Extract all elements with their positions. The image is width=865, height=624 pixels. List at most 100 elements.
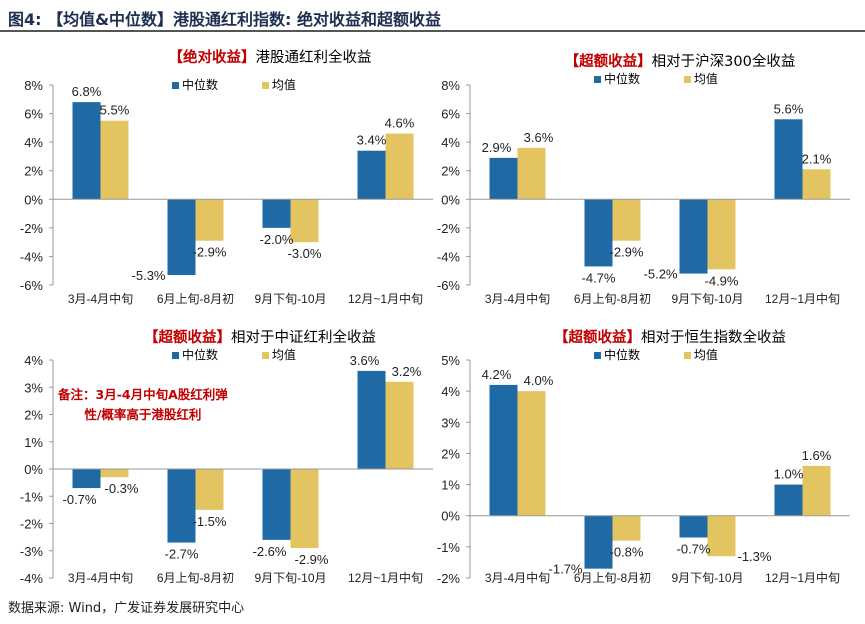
bar-median — [167, 469, 196, 543]
data-label-median: -2.0% — [260, 232, 294, 247]
y-tick-label: -2% — [20, 517, 44, 532]
data-label-mean: 2.1% — [802, 151, 832, 166]
x-tick-label: 9月下旬-10月 — [254, 292, 326, 306]
data-label-median: 1.0% — [774, 467, 804, 482]
data-label-mean: 4.6% — [385, 116, 415, 131]
data-label-mean: -0.3% — [105, 481, 139, 496]
source-note: 数据来源: Wind，广发证券发展研究中心 — [8, 601, 245, 616]
y-tick-label: 1% — [24, 435, 43, 450]
legend-label: 中位数 — [182, 78, 219, 92]
bar-mean — [612, 515, 641, 541]
y-tick-label: 6% — [441, 107, 460, 122]
data-label-median: -0.7% — [63, 492, 97, 507]
legend-4: 中位数 均值 — [594, 346, 758, 363]
y-tick-label: 3% — [24, 380, 43, 395]
legend-1: 中位数 均值 — [172, 76, 336, 93]
data-label-mean: -0.8% — [610, 545, 644, 560]
y-tick-label: 8% — [24, 78, 43, 93]
bar-mean — [195, 469, 224, 510]
data-label-mean: -1.3% — [738, 549, 772, 564]
y-tick-label: -1% — [20, 489, 44, 504]
data-label-mean: 5.5% — [100, 103, 130, 118]
y-tick-label: -4% — [20, 571, 44, 586]
bar-median — [774, 484, 803, 516]
x-tick-label: 12月~1月中旬 — [765, 291, 840, 306]
x-tick-label: 6月上旬-8月初 — [157, 292, 234, 306]
bar-median — [584, 515, 613, 569]
annotation-line: 性/概率高于港股红利 — [84, 407, 202, 422]
data-label-median: -5.2% — [644, 267, 678, 282]
bar-median — [489, 384, 518, 516]
bar-mean — [385, 133, 414, 200]
data-label-mean: -2.9% — [610, 245, 644, 260]
y-tick-label: 0% — [24, 462, 43, 477]
legend-swatch-mean — [683, 352, 691, 359]
x-tick-label: 6月上旬-8月初 — [157, 571, 234, 585]
data-label-median: 4.2% — [482, 367, 512, 382]
y-tick-label: -6% — [437, 278, 461, 293]
bar-median — [679, 515, 708, 538]
bar-mean — [100, 120, 129, 200]
y-tick-label: -4% — [20, 249, 44, 264]
data-label-median: -0.7% — [677, 542, 711, 557]
bar-mean — [195, 199, 224, 241]
data-label-median: -2.7% — [165, 547, 199, 562]
title-divider — [0, 30, 865, 32]
legend-label: 均值 — [693, 348, 718, 362]
figure-title: 图4: 【均值&中位数】港股通红利指数: 绝对收益和超额收益 — [8, 10, 442, 29]
chart-title-text: 相对于中证红利全收益 — [231, 330, 376, 346]
y-tick-label: -2% — [20, 221, 44, 236]
bar-median — [679, 199, 708, 274]
data-label-mean: 3.6% — [524, 130, 554, 145]
y-tick-label: 2% — [24, 408, 43, 423]
y-tick-label: 4% — [441, 135, 460, 150]
bar-mean — [385, 381, 414, 469]
data-label-mean: 3.2% — [392, 364, 422, 379]
bar-median — [72, 102, 101, 200]
bar-median — [167, 199, 196, 275]
chart-title-text: 相对于恒生指数全收益 — [641, 330, 786, 346]
bar-mean — [802, 169, 831, 200]
bar-median — [72, 469, 101, 489]
legend-label: 均值 — [271, 348, 296, 362]
y-tick-label: 4% — [441, 384, 460, 399]
bar-mean — [290, 199, 319, 243]
bar-mean — [517, 391, 546, 516]
x-tick-label: 12月~1月中旬 — [765, 570, 840, 585]
legend-label: 均值 — [271, 78, 296, 92]
bar-mean — [517, 147, 546, 200]
legend-swatch-median — [594, 352, 601, 359]
bar-mean — [290, 469, 319, 549]
y-tick-label: 2% — [441, 164, 460, 179]
x-tick-label: 6月上旬-8月初 — [574, 292, 651, 306]
x-tick-label: 3月-4月中旬 — [485, 570, 550, 585]
x-tick-label: 3月-4月中旬 — [68, 291, 133, 306]
data-label-median: 2.9% — [482, 140, 512, 155]
y-tick-label: 4% — [24, 135, 43, 150]
x-tick-label: 12月~1月中旬 — [348, 291, 423, 306]
bar-median — [357, 150, 386, 200]
y-tick-label: 8% — [441, 78, 460, 93]
x-tick-label: 6月上旬-8月初 — [574, 571, 651, 585]
legend-label: 中位数 — [604, 72, 641, 86]
chart-title-bracket: 【超额收益】 — [564, 54, 652, 70]
chart-title-2: 【超额收益】相对于沪深300全收益 — [565, 50, 796, 71]
data-label-mean: -2.9% — [193, 245, 227, 260]
data-label-median: 5.6% — [774, 101, 804, 116]
x-tick-label: 12月~1月中旬 — [348, 570, 423, 585]
bar-mean — [707, 515, 736, 557]
chart-title-1: 【绝对收益】港股通红利全收益 — [169, 46, 372, 67]
y-tick-label: 0% — [24, 192, 43, 207]
y-tick-label: -2% — [437, 571, 461, 586]
y-tick-label: -3% — [20, 544, 44, 559]
bar-mean — [802, 465, 831, 516]
legend-label: 均值 — [693, 72, 718, 86]
chart-annotation: 备注：3月-4月中旬A股红利弹 性/概率高于港股红利 — [58, 385, 228, 425]
x-tick-label: 9月下旬-10月 — [671, 571, 743, 585]
data-label-median: 6.8% — [72, 84, 102, 99]
chart-title-4: 【超额收益】相对于恒生指数全收益 — [554, 326, 786, 347]
bar-mean — [707, 199, 736, 270]
y-tick-label: 0% — [441, 509, 460, 524]
x-tick-label: 3月-4月中旬 — [68, 570, 133, 585]
